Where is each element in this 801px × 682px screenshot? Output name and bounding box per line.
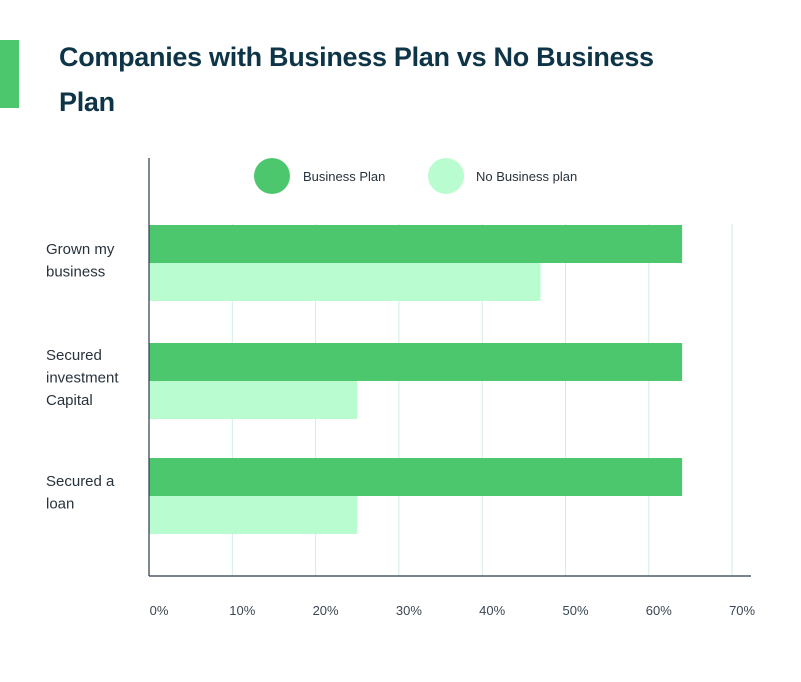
category-label: Secured	[46, 347, 102, 364]
axes	[148, 158, 751, 577]
x-tick-label: 70%	[729, 603, 755, 618]
category-label: loan	[46, 496, 74, 513]
category-label: Grown my	[46, 241, 115, 258]
bar-business-plan-1	[149, 343, 683, 381]
title-accent-bar	[0, 40, 19, 108]
legend-swatch	[428, 158, 464, 194]
x-tick-label: 40%	[479, 603, 505, 618]
bars	[149, 225, 683, 534]
bar-no-business-plan-0	[149, 263, 541, 301]
bar-business-plan-0	[149, 225, 683, 263]
bar-no-business-plan-1	[149, 381, 358, 419]
legend: Business Plan No Business plan	[254, 158, 577, 194]
x-tick-label: 10%	[229, 603, 255, 618]
x-tick-label: 60%	[646, 603, 672, 618]
bar-business-plan-2	[149, 458, 683, 496]
x-tick-label: 20%	[313, 603, 339, 618]
x-tick-labels: 0% 10% 20% 30% 40% 50% 60% 70%	[150, 603, 756, 618]
legend-label: Business Plan	[303, 169, 385, 184]
x-tick-label: 50%	[562, 603, 588, 618]
category-label: Secured a	[46, 473, 115, 490]
legend-label: No Business plan	[476, 169, 577, 184]
category-labels: Grown my business Secured investment Capital…	[46, 241, 119, 513]
x-tick-label: 0%	[150, 603, 169, 618]
category-label: business	[46, 264, 105, 281]
category-label: Capital	[46, 392, 93, 409]
x-tick-label: 30%	[396, 603, 422, 618]
chart-title: Companies with Business Plan vs No Busin…	[59, 42, 654, 117]
category-label: investment	[46, 370, 119, 387]
bar-no-business-plan-2	[149, 496, 358, 534]
legend-swatch	[254, 158, 290, 194]
